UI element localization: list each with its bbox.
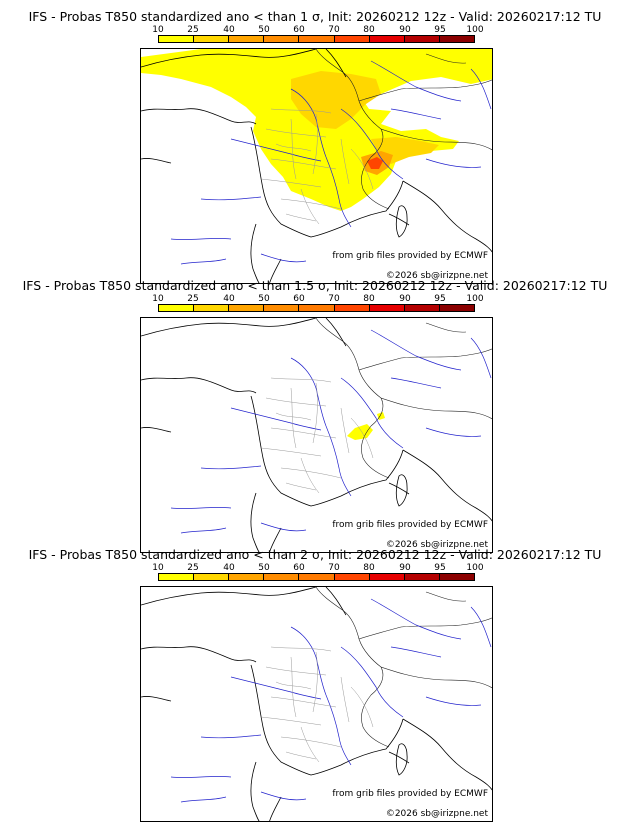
- colorbar-segment: [229, 574, 265, 580]
- colorbar-labels: 10 25 40 50 60 70 80 90 95 100: [0, 563, 630, 573]
- colorbar-segment: [194, 305, 230, 311]
- colorbar-label: 10: [152, 563, 164, 573]
- panel-3-title: IFS - Probas T850 standardized ano < tha…: [28, 547, 602, 562]
- panel-3: IFS - Probas T850 standardized ano < tha…: [0, 547, 630, 822]
- colorbar-label: 50: [258, 563, 270, 573]
- map-svg: [141, 49, 492, 283]
- colorbar-labels: 10 25 40 50 60 70 80 90 95 100: [0, 294, 630, 304]
- colorbar-label: 60: [293, 294, 305, 304]
- colorbar-segment: [404, 305, 440, 311]
- colorbar-segment: [334, 574, 370, 580]
- map-svg: [141, 587, 492, 821]
- colorbar-segment: [159, 305, 195, 311]
- colorbar-label: 40: [223, 25, 235, 35]
- colorbar-labels: 10 25 40 50 60 70 80 90 95 100: [0, 25, 630, 35]
- colorbar-label: 25: [187, 563, 199, 573]
- panel-2: IFS - Probas T850 standardized ano < tha…: [0, 278, 630, 553]
- colorbar-segment: [299, 36, 335, 42]
- colorbar-segment: [264, 305, 300, 311]
- probability-area-yellow: [141, 49, 492, 211]
- colorbar-segment: [159, 574, 195, 580]
- colorbar-segment: [229, 305, 265, 311]
- colorbar-label: 70: [328, 294, 340, 304]
- colorbar-label: 100: [466, 294, 484, 304]
- colorbar-label: 25: [187, 25, 199, 35]
- copyright-text: ©2026 sb@irizpne.net: [385, 809, 488, 819]
- colorbar-segment: [299, 574, 335, 580]
- colorbar-segment: [439, 305, 474, 311]
- colorbar-label: 90: [399, 25, 411, 35]
- panel-2-title: IFS - Probas T850 standardized ano < tha…: [22, 278, 608, 293]
- colorbar: [158, 573, 475, 581]
- colorbar-label: 40: [223, 294, 235, 304]
- credit-text: from grib files provided by ECMWF: [332, 789, 488, 799]
- panel-1-title: IFS - Probas T850 standardized ano < tha…: [28, 9, 602, 24]
- colorbar-label: 100: [466, 25, 484, 35]
- colorbar-label: 95: [434, 25, 446, 35]
- colorbar-segment: [194, 36, 230, 42]
- colorbar: [158, 304, 475, 312]
- map-panel-2: from grib files provided by ECMWF ©2026 …: [140, 317, 493, 553]
- copyright-text: ©2026 sb@irizpne.net: [385, 271, 488, 281]
- colorbar-label: 50: [258, 294, 270, 304]
- map-panel-3: from grib files provided by ECMWF ©2026 …: [140, 586, 493, 822]
- colorbar-label: 10: [152, 25, 164, 35]
- colorbar-segment: [264, 574, 300, 580]
- credit-text: from grib files provided by ECMWF: [332, 251, 488, 261]
- colorbar-label: 70: [328, 563, 340, 573]
- colorbar-label: 90: [399, 563, 411, 573]
- colorbar-segment: [194, 574, 230, 580]
- copyright-text: ©2026 sb@irizpne.net: [385, 540, 488, 550]
- colorbar-label: 25: [187, 294, 199, 304]
- colorbar-label: 40: [223, 563, 235, 573]
- panel-1: IFS - Probas T850 standardized ano < tha…: [0, 9, 630, 284]
- colorbar-label: 70: [328, 25, 340, 35]
- probability-area-yellow: [347, 412, 385, 440]
- colorbar-segment: [334, 36, 370, 42]
- probability-area-gold: [291, 71, 439, 164]
- colorbar-segment: [229, 36, 265, 42]
- colorbar-segment: [299, 305, 335, 311]
- colorbar-segment: [159, 36, 195, 42]
- colorbar-label: 95: [434, 294, 446, 304]
- map-panel-1: from grib files provided by ECMWF ©2026 …: [140, 48, 493, 284]
- colorbar-label: 90: [399, 294, 411, 304]
- probability-area-red: [367, 157, 383, 169]
- colorbar-label: 100: [466, 563, 484, 573]
- colorbar-segment: [439, 36, 474, 42]
- colorbar-label: 80: [363, 294, 375, 304]
- colorbar-segment: [334, 305, 370, 311]
- colorbar-label: 10: [152, 294, 164, 304]
- colorbar-label: 80: [363, 563, 375, 573]
- colorbar-segment: [404, 36, 440, 42]
- colorbar-label: 80: [363, 25, 375, 35]
- map-svg: [141, 318, 492, 552]
- colorbar: [158, 35, 475, 43]
- colorbar-segment: [369, 305, 405, 311]
- colorbar-segment: [369, 36, 405, 42]
- colorbar-segment: [264, 36, 300, 42]
- colorbar-label: 60: [293, 25, 305, 35]
- colorbar-segment: [404, 574, 440, 580]
- colorbar-segment: [439, 574, 474, 580]
- colorbar-label: 50: [258, 25, 270, 35]
- colorbar-label: 95: [434, 563, 446, 573]
- credit-text: from grib files provided by ECMWF: [332, 520, 488, 530]
- colorbar-label: 60: [293, 563, 305, 573]
- colorbar-segment: [369, 574, 405, 580]
